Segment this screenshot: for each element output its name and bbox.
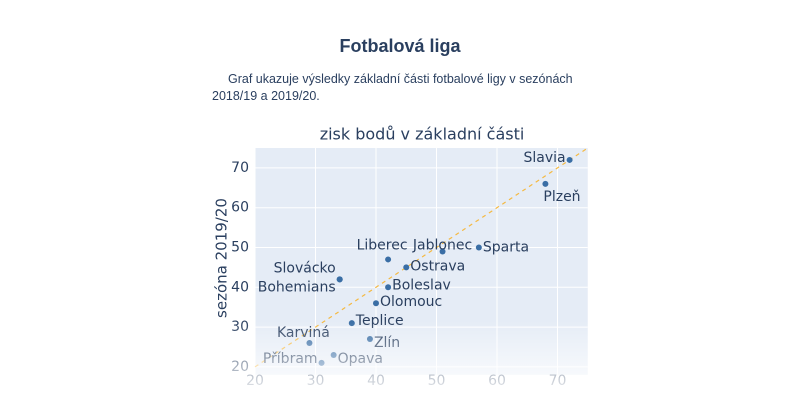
data-point	[336, 276, 343, 283]
y-tick-label: 40	[231, 279, 249, 295]
data-point	[385, 284, 392, 291]
data-point	[542, 180, 549, 187]
point-label: Ostrava	[410, 258, 465, 274]
data-point	[439, 248, 446, 255]
y-tick-label: 70	[231, 160, 249, 176]
point-label: Jablonec	[412, 237, 472, 253]
y-tick-label: 60	[231, 200, 249, 216]
point-label: Boleslav	[392, 277, 451, 293]
point-label: Plzeň	[543, 189, 580, 205]
point-label: Liberec	[357, 237, 408, 253]
point-label: Bohemians	[258, 279, 336, 295]
data-point	[385, 256, 392, 263]
data-point	[566, 156, 573, 163]
point-label: Olomouc	[380, 294, 442, 310]
data-point	[403, 264, 410, 271]
point-label: Sparta	[483, 240, 529, 256]
description: Graf ukazuje výsledky základní části fot…	[212, 72, 573, 103]
y-tick-label: 50	[231, 240, 249, 256]
point-label: Slovácko	[274, 260, 336, 276]
data-point	[373, 300, 379, 307]
y-axis-title: sezóna 2019/20	[213, 198, 231, 318]
fade-overlay	[200, 320, 620, 400]
page-title: Fotbalová liga	[339, 36, 461, 56]
data-point	[475, 244, 482, 251]
point-label: Slavia	[523, 150, 565, 166]
chart-title: zisk bodů v základní části	[320, 125, 525, 144]
